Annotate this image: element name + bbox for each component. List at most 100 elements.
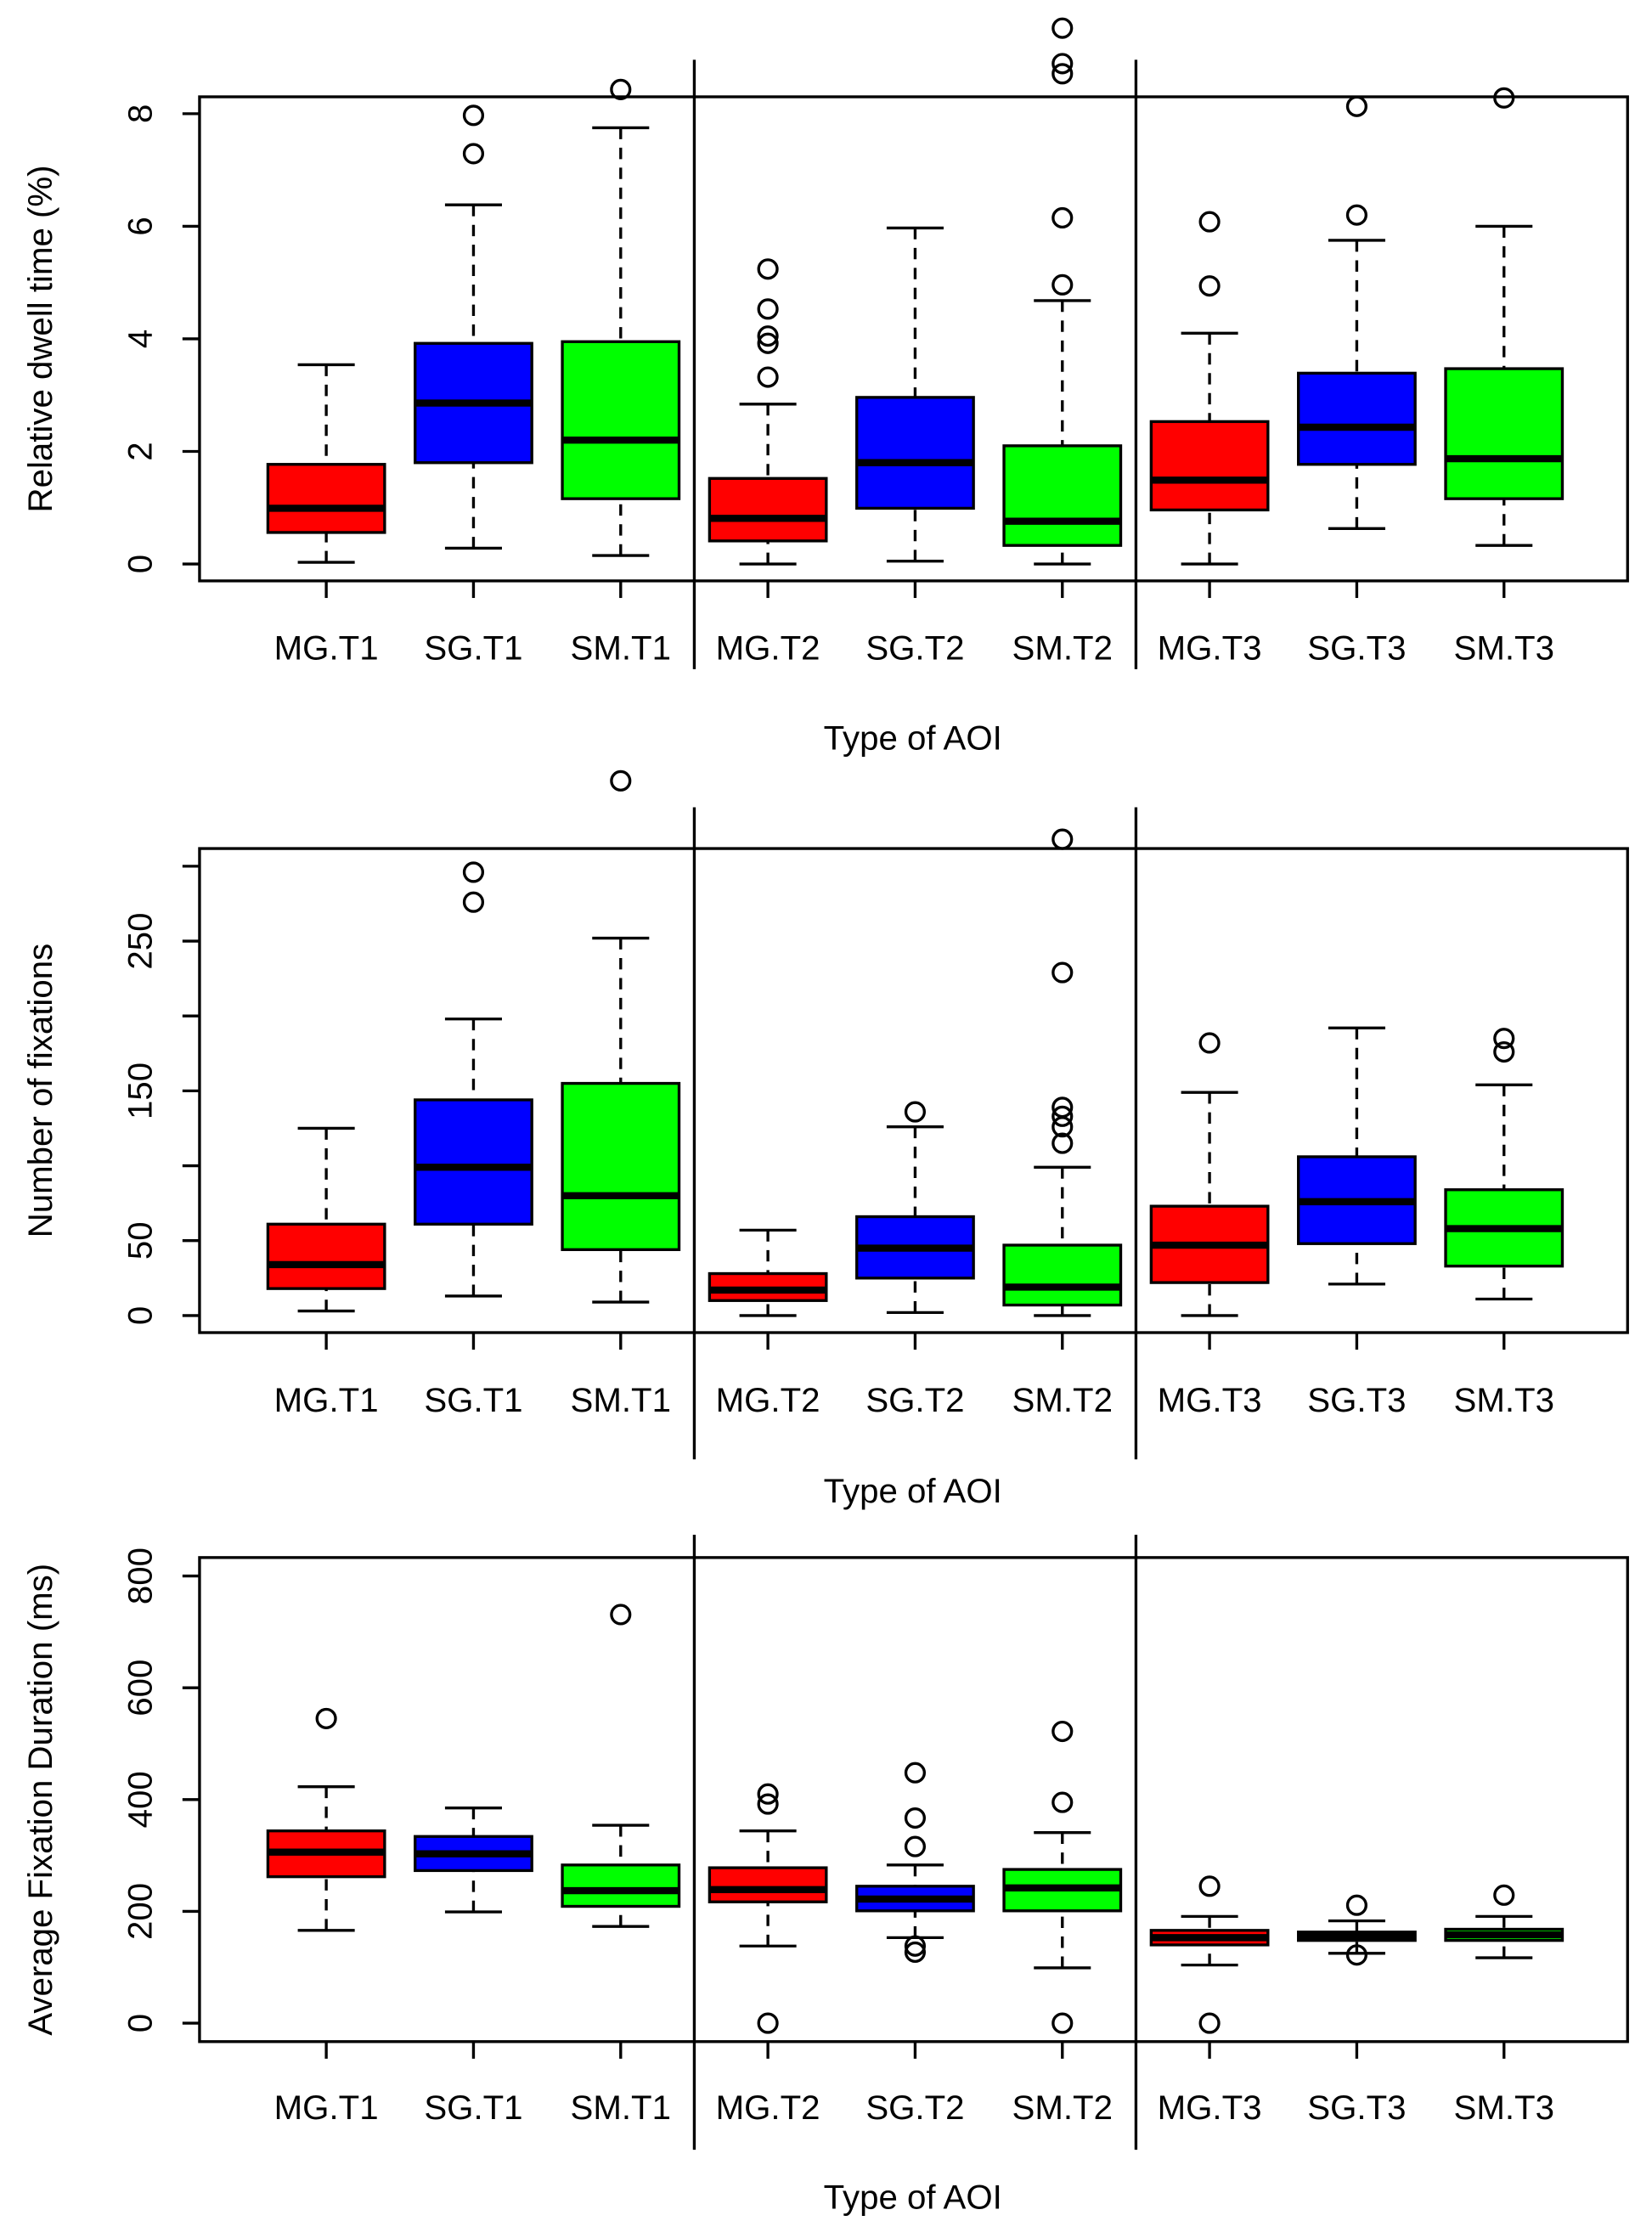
outlier — [1052, 1720, 1074, 1743]
y-tick-label: 8 — [121, 104, 160, 123]
box — [266, 1222, 386, 1290]
y-tick-label: 250 — [121, 912, 160, 969]
y-tick-label: 200 — [121, 1883, 160, 1940]
x-tick-label: SG.T3 — [1307, 629, 1406, 668]
outlier — [757, 298, 779, 320]
x-tick-label: SG.T2 — [865, 2089, 964, 2127]
outlier — [757, 1793, 779, 1815]
box — [561, 1081, 681, 1251]
x-tick-label: SG.T3 — [1307, 1381, 1406, 1419]
outlier — [1052, 53, 1074, 75]
outlier — [1052, 828, 1074, 850]
box — [561, 340, 681, 500]
outlier — [1198, 275, 1221, 297]
outlier — [462, 104, 485, 127]
outlier — [904, 1941, 927, 1964]
outlier — [1052, 206, 1074, 229]
x-tick-label: SM.T3 — [1454, 2089, 1554, 2127]
y-tick-label: 50 — [121, 1221, 160, 1260]
y-tick-label: 600 — [121, 1660, 160, 1716]
y-axis-label: Number of fixations — [21, 944, 59, 1237]
box — [855, 396, 975, 510]
x-axis-label: Type of AOI — [824, 719, 1002, 757]
outlier — [757, 332, 779, 354]
outlier — [757, 258, 779, 280]
x-tick-label: SG.T2 — [865, 1381, 964, 1419]
x-tick-label: SM.T3 — [1454, 629, 1554, 668]
box — [1002, 1243, 1123, 1307]
box — [708, 476, 828, 543]
x-axis-label: Type of AOI — [824, 2178, 1002, 2216]
outlier — [1198, 1032, 1221, 1054]
box — [1149, 420, 1270, 512]
outlier — [904, 1835, 927, 1857]
outlier — [1052, 1791, 1074, 1813]
outlier — [610, 1604, 632, 1626]
outlier — [315, 1707, 337, 1729]
outlier — [1345, 95, 1367, 117]
outlier — [1345, 1894, 1367, 1916]
outlier — [757, 325, 779, 347]
x-tick-label: MG.T2 — [716, 629, 820, 668]
y-tick-label: 0 — [121, 555, 160, 573]
x-tick-label: SG.T1 — [424, 1381, 522, 1419]
box — [708, 1866, 828, 1903]
box — [1002, 444, 1123, 547]
x-tick-label: SM.T1 — [571, 2089, 671, 2127]
outlier — [1052, 63, 1074, 85]
outlier — [904, 1807, 927, 1829]
outlier — [610, 769, 632, 792]
outlier — [1052, 17, 1074, 39]
outlier — [1052, 961, 1074, 984]
x-tick-label: SG.T2 — [865, 629, 964, 668]
outlier — [462, 143, 485, 165]
outlier — [757, 1783, 779, 1805]
x-tick-label: SM.T2 — [1012, 629, 1113, 668]
x-tick-label: MG.T3 — [1158, 2089, 1262, 2127]
outlier — [1052, 2012, 1074, 2034]
y-tick-label: 0 — [121, 1306, 160, 1325]
x-tick-label: SM.T3 — [1454, 1381, 1554, 1419]
outlier — [757, 366, 779, 388]
x-tick-label: MG.T1 — [274, 1381, 379, 1419]
x-axis-label: Type of AOI — [824, 1472, 1002, 1510]
y-tick-label: 800 — [121, 1547, 160, 1604]
y-tick-label: 6 — [121, 217, 160, 235]
outlier — [1198, 2012, 1221, 2034]
outlier — [1198, 211, 1221, 233]
x-tick-label: SM.T1 — [571, 1381, 671, 1419]
box — [561, 1863, 681, 1908]
outlier — [610, 78, 632, 100]
outlier — [1052, 1116, 1074, 1138]
box — [266, 463, 386, 534]
y-tick-label: 2 — [121, 442, 160, 460]
y-tick-label: 150 — [121, 1063, 160, 1119]
y-axis-label: Relative dwell time (%) — [21, 165, 59, 512]
x-tick-label: MG.T3 — [1158, 629, 1262, 668]
outlier — [1493, 1884, 1515, 1906]
outlier — [1052, 273, 1074, 296]
x-tick-label: MG.T2 — [716, 2089, 820, 2127]
outlier — [1345, 204, 1367, 226]
x-tick-label: SG.T1 — [424, 2089, 522, 2127]
outlier — [1493, 87, 1515, 109]
x-tick-label: MG.T3 — [1158, 1381, 1262, 1419]
x-tick-label: SM.T1 — [571, 629, 671, 668]
x-tick-label: SG.T3 — [1307, 2089, 1406, 2127]
outlier — [1198, 1875, 1221, 1897]
box — [1444, 367, 1565, 500]
x-tick-label: SG.T1 — [424, 629, 522, 668]
outlier — [1493, 1040, 1515, 1063]
outlier — [1493, 1028, 1515, 1050]
x-tick-label: SM.T2 — [1012, 1381, 1113, 1419]
x-tick-label: SM.T2 — [1012, 2089, 1113, 2127]
y-tick-label: 400 — [121, 1771, 160, 1828]
outlier — [1052, 1105, 1074, 1127]
outlier — [462, 861, 485, 883]
outlier — [904, 1935, 927, 1957]
outlier — [904, 1101, 927, 1123]
y-tick-label: 0 — [121, 2014, 160, 2032]
outlier — [904, 1762, 927, 1784]
outlier — [757, 2012, 779, 2034]
